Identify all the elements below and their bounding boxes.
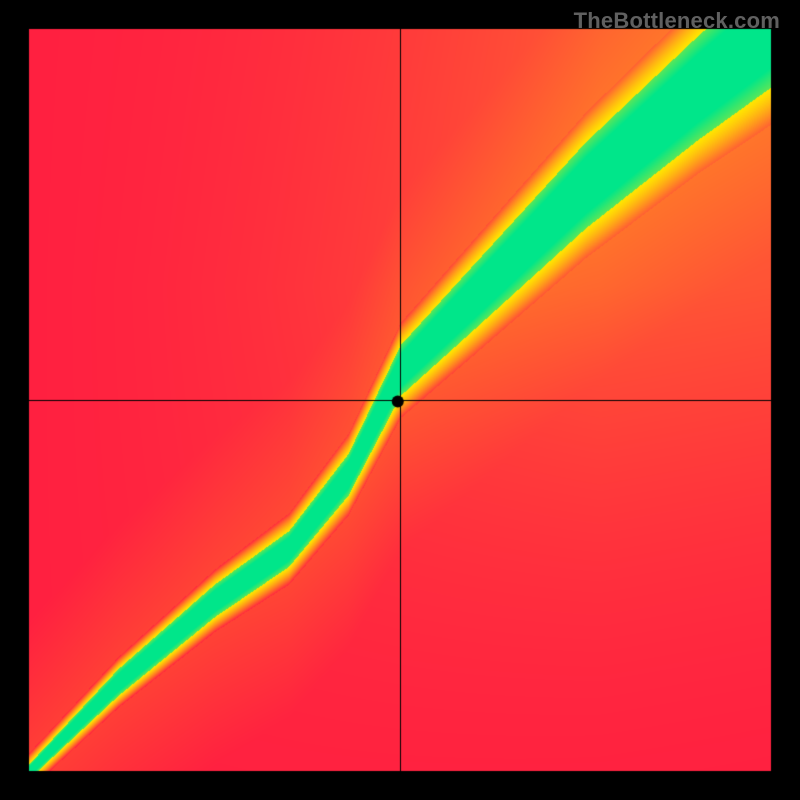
watermark-text: TheBottleneck.com [574, 8, 780, 34]
bottleneck-heatmap [0, 0, 800, 800]
chart-container: TheBottleneck.com [0, 0, 800, 800]
